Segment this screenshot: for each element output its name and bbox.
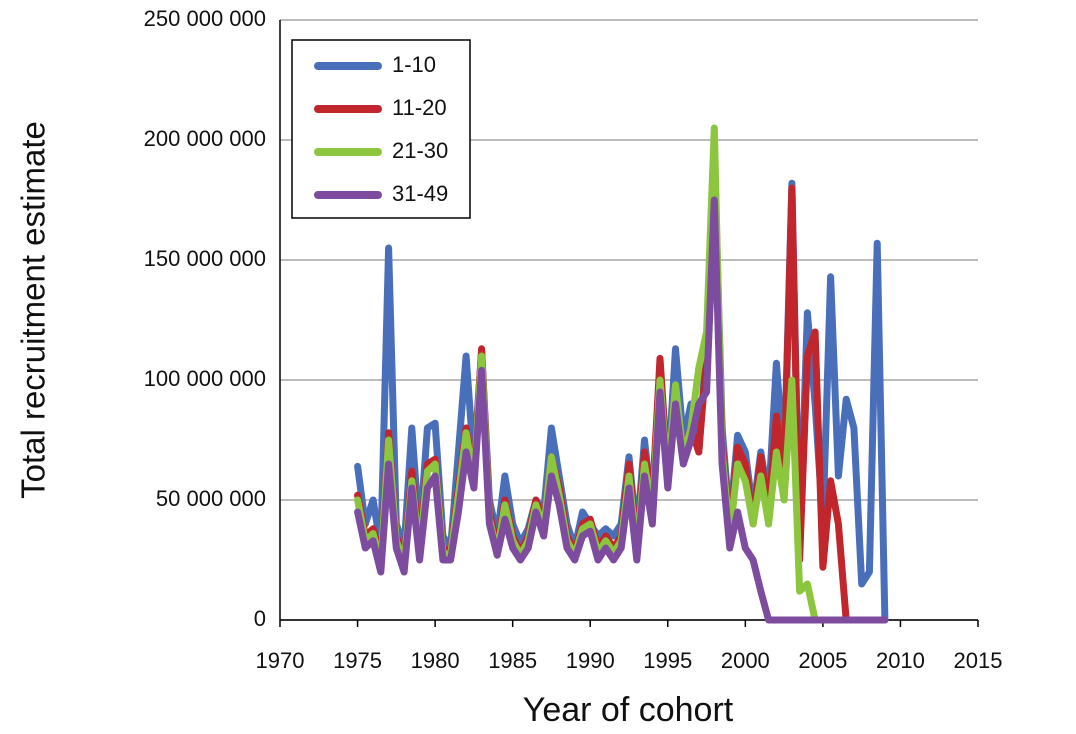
y-tick-label: 50 000 000 [156,486,266,511]
legend-label: 21-30 [392,138,448,163]
x-tick-label: 1990 [566,648,615,673]
legend-label: 11-20 [392,95,447,120]
x-axis-label: Year of cohort [523,691,734,729]
y-tick-label: 250 000 000 [144,6,266,31]
series-line [354,196,889,624]
x-tick-label: 1975 [333,648,382,673]
y-tick-label: 0 [254,606,266,631]
legend-label: 31-49 [392,181,448,206]
y-tick-label: 200 000 000 [144,126,266,151]
x-tick-label: 2015 [954,648,1003,673]
x-tick-label: 2010 [876,648,925,673]
x-tick-label: 1995 [643,648,692,673]
x-tick-label: 1970 [256,648,305,673]
legend-box [291,39,471,219]
y-tick-label: 100 000 000 [144,366,266,391]
x-tick-label: 1985 [488,648,537,673]
x-tick-label: 1980 [411,648,460,673]
y-tick-label: 150 000 000 [144,246,266,271]
legend-label: 1-10 [392,52,436,77]
x-tick-label: 2005 [798,648,847,673]
y-axis-label: Total recruitment estimate [15,121,52,499]
x-tick-label: 2000 [721,648,770,673]
